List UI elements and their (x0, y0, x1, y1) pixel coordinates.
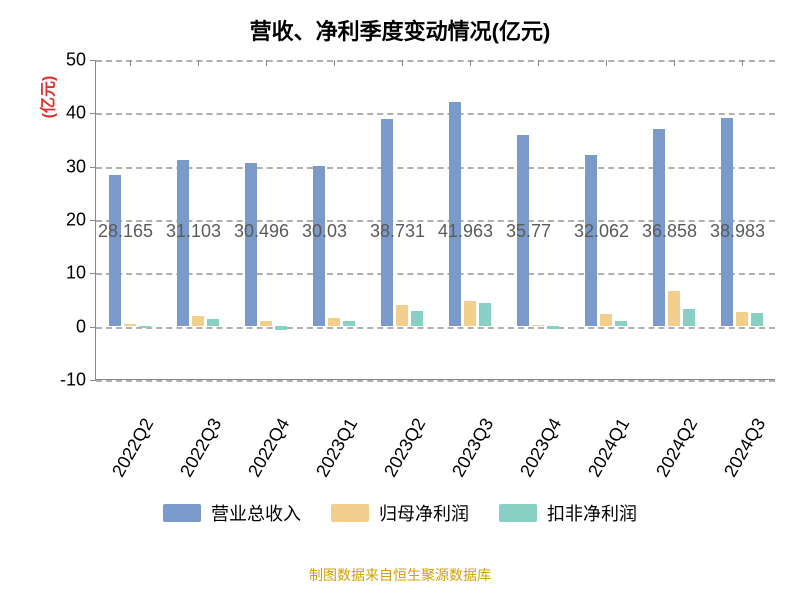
data-label: 35.77 (506, 221, 551, 242)
bar-npat (396, 305, 408, 325)
gridline (96, 273, 775, 275)
data-label: 28.165 (98, 221, 153, 242)
x-tick-label: 2024Q1 (616, 359, 666, 425)
data-label: 30.03 (302, 221, 347, 242)
bar-npat (192, 316, 204, 326)
bar-npat (124, 324, 136, 326)
gridline (96, 113, 775, 115)
y-axis-label: (亿元) (34, 76, 58, 119)
y-tick-label: -10 (60, 370, 96, 391)
y-tick-label: 40 (66, 103, 96, 124)
x-tick-label: 2024Q3 (752, 359, 800, 425)
x-tick-label: 2022Q4 (276, 359, 326, 425)
legend-item: 扣非净利润 (499, 500, 637, 526)
x-tick-label: 2024Q2 (684, 359, 734, 425)
bar-rev (449, 102, 461, 326)
bar-npat (464, 301, 476, 326)
bar-adj (275, 326, 287, 331)
y-tick-label: 10 (66, 263, 96, 284)
gridline (96, 167, 775, 169)
data-label: 38.983 (710, 221, 765, 242)
data-label: 31.103 (166, 221, 221, 242)
bar-adj (343, 321, 355, 325)
legend: 营业总收入 归母净利润 扣非净利润 (0, 500, 800, 526)
bar-adj (479, 303, 491, 325)
x-tick-label: 2023Q2 (412, 359, 462, 425)
data-label: 32.062 (574, 221, 629, 242)
legend-label: 营业总收入 (211, 500, 301, 526)
data-label: 36.858 (642, 221, 697, 242)
bar-rev (177, 160, 189, 326)
data-label: 38.731 (370, 221, 425, 242)
bar-adj (547, 326, 559, 329)
bar-adj (207, 319, 219, 325)
bar-rev (109, 175, 121, 325)
bar-npat (668, 291, 680, 326)
y-tick-label: 30 (66, 156, 96, 177)
bar-adj (615, 321, 627, 326)
y-tick-label: 20 (66, 210, 96, 231)
legend-swatch (163, 504, 201, 522)
legend-item: 归母净利润 (331, 500, 469, 526)
y-tick-label: 50 (66, 50, 96, 71)
bar-adj (683, 309, 695, 326)
bar-npat (260, 321, 272, 326)
gridline (96, 327, 775, 329)
data-label: 30.496 (234, 221, 289, 242)
bar-rev (245, 163, 257, 326)
chart-title: 营收、净利季度变动情况(亿元) (0, 0, 800, 46)
bar-adj (411, 311, 423, 326)
bar-adj (139, 326, 151, 328)
x-tick-label: 2023Q4 (548, 359, 598, 425)
chart-footer: 制图数据来自恒生聚源数据库 (0, 565, 800, 585)
y-tick-label: 0 (76, 316, 96, 337)
bar-npat (328, 318, 340, 325)
plot-area: -10010203040502022Q228.1652022Q331.10320… (95, 60, 775, 380)
bar-npat (736, 312, 748, 326)
bar-adj (751, 313, 763, 326)
legend-label: 扣非净利润 (547, 500, 637, 526)
bar-rev (313, 166, 325, 326)
x-tick-label: 2022Q3 (208, 359, 258, 425)
legend-swatch (499, 504, 537, 522)
legend-label: 归母净利润 (379, 500, 469, 526)
bar-npat (600, 314, 612, 325)
x-tick-label: 2023Q3 (480, 359, 530, 425)
legend-swatch (331, 504, 369, 522)
x-tick-label: 2023Q1 (344, 359, 394, 425)
x-tick-label: 2022Q2 (140, 359, 190, 425)
data-label: 41.963 (438, 221, 493, 242)
legend-item: 营业总收入 (163, 500, 301, 526)
